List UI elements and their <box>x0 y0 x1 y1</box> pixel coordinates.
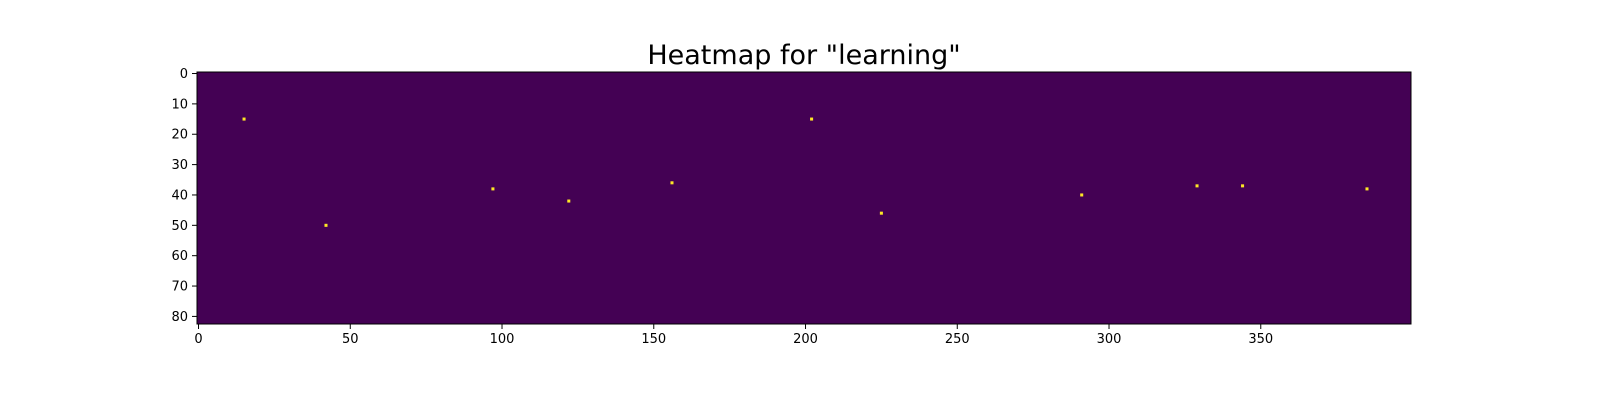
chart-title: Heatmap for "learning" <box>647 40 960 71</box>
x-tick-label: 200 <box>793 332 818 347</box>
y-tick-label: 10 <box>171 97 188 112</box>
y-tick-label: 50 <box>171 219 188 234</box>
x-tick-label: 250 <box>945 332 970 347</box>
heatmap-cell <box>1241 184 1245 188</box>
y-tick-label: 30 <box>171 158 188 173</box>
heatmap-cell <box>324 223 328 227</box>
heatmap-cell <box>491 187 495 191</box>
heatmap-background <box>197 72 1411 324</box>
y-tick-label: 20 <box>171 128 188 143</box>
heatmap-cell <box>1195 184 1199 188</box>
y-tick-label: 70 <box>171 280 188 295</box>
plot-area <box>196 71 1412 325</box>
x-axis: 0 50 100 150 200 250 300 350 <box>194 324 1273 347</box>
y-tick-label: 60 <box>171 249 188 264</box>
y-tick-label: 0 <box>180 67 188 82</box>
heatmap-cell <box>1080 193 1084 197</box>
x-tick-label: 100 <box>490 332 515 347</box>
x-tick-label: 300 <box>1097 332 1122 347</box>
x-tick-label: 0 <box>194 332 202 347</box>
y-tick-label: 40 <box>171 188 188 203</box>
y-axis: 0 10 20 30 40 50 60 70 80 <box>171 67 197 325</box>
heatmap-cell <box>879 211 883 215</box>
heatmap-cell <box>670 181 674 185</box>
heatmap-cell <box>567 199 571 203</box>
heatmap-cell <box>242 117 246 121</box>
heatmap-cell <box>1365 187 1369 191</box>
x-tick-label: 350 <box>1248 332 1273 347</box>
y-tick-label: 80 <box>171 310 188 325</box>
plot-frame <box>196 71 1412 325</box>
x-tick-label: 50 <box>342 332 359 347</box>
x-tick-label: 150 <box>641 332 666 347</box>
heatmap-cell <box>810 117 814 121</box>
